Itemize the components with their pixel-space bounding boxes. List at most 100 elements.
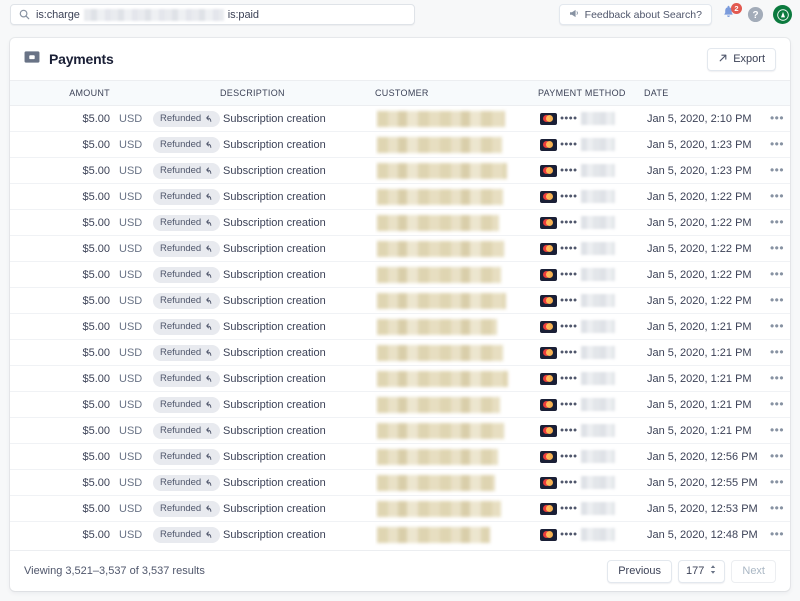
cell-description: Subscription creation — [220, 417, 375, 444]
card-last4-redacted — [580, 372, 615, 385]
table-row[interactable]: $5.00 USD Refunded Subscription creation ••… — [10, 495, 790, 522]
cell-currency: USD — [110, 313, 148, 340]
user-avatar[interactable] — [773, 5, 792, 24]
notifications-button[interactable]: 2 — [721, 3, 742, 24]
table-row[interactable]: $5.00 USD Refunded Subscription creation ••… — [10, 443, 790, 470]
status-badge: Refunded — [153, 396, 220, 413]
cell-amount: $5.00 — [10, 417, 110, 444]
kebab-menu-icon[interactable]: ••• — [769, 371, 785, 385]
kebab-menu-icon[interactable]: ••• — [769, 423, 785, 437]
kebab-menu-icon[interactable]: ••• — [769, 267, 785, 281]
cell-date: Jan 5, 2020, 12:48 PM — [644, 521, 764, 548]
refund-arrow-icon — [206, 478, 212, 486]
table-body: $5.00 USD Refunded Subscription creation ••… — [10, 106, 790, 548]
cell-actions: ••• — [764, 391, 790, 418]
cell-description: Subscription creation — [220, 469, 375, 496]
cell-amount: $5.00 — [10, 183, 110, 210]
cell-currency: USD — [110, 495, 148, 522]
card-dots: •••• — [560, 528, 578, 541]
cell-description: Subscription creation — [220, 235, 375, 262]
customer-redacted — [377, 474, 495, 491]
previous-page-button[interactable]: Previous — [607, 559, 673, 583]
cell-status: Refunded — [148, 235, 220, 262]
cell-status: Refunded — [148, 469, 220, 496]
feedback-about-search-button[interactable]: Feedback about Search? — [558, 4, 712, 25]
status-badge: Refunded — [153, 370, 220, 387]
search-icon — [19, 9, 30, 20]
cell-status: Refunded — [148, 417, 220, 444]
table-row[interactable]: $5.00 USD Refunded Subscription creation ••… — [10, 106, 790, 132]
table-row[interactable]: $5.00 USD Refunded Subscription creation ••… — [10, 313, 790, 340]
table-row[interactable]: $5.00 USD Refunded Subscription creation ••… — [10, 157, 790, 184]
kebab-menu-icon[interactable]: ••• — [769, 293, 785, 307]
card-dots: •••• — [560, 502, 578, 515]
cell-status: Refunded — [148, 443, 220, 470]
cell-status: Refunded — [148, 157, 220, 184]
mastercard-icon — [540, 502, 557, 515]
kebab-menu-icon[interactable]: ••• — [769, 189, 785, 203]
table-header: AMOUNT DESCRIPTION CUSTOMER PAYMENT METH… — [10, 80, 790, 106]
question-mark-icon[interactable]: ? — [747, 6, 764, 23]
cell-currency: USD — [110, 287, 148, 314]
cell-actions: ••• — [764, 443, 790, 470]
cell-status: Refunded — [148, 495, 220, 522]
table-row[interactable]: $5.00 USD Refunded Subscription creation ••… — [10, 183, 790, 210]
search-query-suffix: is:paid — [227, 8, 259, 21]
kebab-menu-icon[interactable]: ••• — [769, 111, 785, 125]
table-row[interactable]: $5.00 USD Refunded Subscription creation ••… — [10, 131, 790, 158]
kebab-menu-icon[interactable]: ••• — [769, 345, 785, 359]
cell-customer — [375, 313, 538, 340]
table-row[interactable]: $5.00 USD Refunded Subscription creation ••… — [10, 339, 790, 366]
cell-currency: USD — [110, 261, 148, 288]
column-header-amount[interactable]: AMOUNT — [10, 80, 110, 106]
cell-description: Subscription creation — [220, 261, 375, 288]
kebab-menu-icon[interactable]: ••• — [769, 449, 785, 463]
table-row[interactable]: $5.00 USD Refunded Subscription creation ••… — [10, 261, 790, 288]
refund-arrow-icon — [206, 296, 212, 304]
table-row[interactable]: $5.00 USD Refunded Subscription creation ••… — [10, 287, 790, 314]
kebab-menu-icon[interactable]: ••• — [769, 163, 785, 177]
kebab-menu-icon[interactable]: ••• — [769, 241, 785, 255]
cell-date: Jan 5, 2020, 1:21 PM — [644, 391, 764, 418]
kebab-menu-icon[interactable]: ••• — [769, 501, 785, 515]
customer-redacted — [377, 214, 499, 231]
refund-arrow-icon — [206, 348, 212, 356]
card-dots: •••• — [560, 424, 578, 437]
page-number-stepper[interactable]: 177 — [678, 559, 726, 583]
kebab-menu-icon[interactable]: ••• — [769, 319, 785, 333]
refund-arrow-icon — [206, 374, 212, 382]
kebab-menu-icon[interactable]: ••• — [769, 215, 785, 229]
table-row[interactable]: $5.00 USD Refunded Subscription creation ••… — [10, 209, 790, 236]
cell-description: Subscription creation — [220, 157, 375, 184]
cell-customer — [375, 365, 538, 392]
cell-customer — [375, 417, 538, 444]
customer-redacted — [377, 370, 508, 387]
table-row[interactable]: $5.00 USD Refunded Subscription creation ••… — [10, 469, 790, 496]
status-badge: Refunded — [153, 526, 220, 543]
card-last4-redacted — [580, 164, 615, 177]
table-row[interactable]: $5.00 USD Refunded Subscription creation ••… — [10, 521, 790, 548]
column-header-description[interactable]: DESCRIPTION — [220, 80, 375, 106]
table-row[interactable]: $5.00 USD Refunded Subscription creation ••… — [10, 235, 790, 262]
kebab-menu-icon[interactable]: ••• — [769, 397, 785, 411]
card-dots: •••• — [560, 268, 578, 281]
refund-arrow-icon — [206, 322, 212, 330]
column-header-payment-method[interactable]: PAYMENT METHOD — [538, 80, 644, 106]
table-row[interactable]: $5.00 USD Refunded Subscription creation ••… — [10, 417, 790, 444]
kebab-menu-icon[interactable]: ••• — [769, 475, 785, 489]
cell-description: Subscription creation — [220, 313, 375, 340]
cell-date: Jan 5, 2020, 12:55 PM — [644, 469, 764, 496]
search-input[interactable]: is:charge is:paid — [10, 4, 415, 25]
search-query: is:charge is:paid — [36, 8, 259, 21]
kebab-menu-icon[interactable]: ••• — [769, 527, 785, 542]
table-row[interactable]: $5.00 USD Refunded Subscription creation ••… — [10, 391, 790, 418]
column-header-customer[interactable]: CUSTOMER — [375, 80, 538, 106]
table-row[interactable]: $5.00 USD Refunded Subscription creation ••… — [10, 365, 790, 392]
cell-actions: ••• — [764, 469, 790, 496]
cell-customer — [375, 209, 538, 236]
column-header-date[interactable]: DATE — [644, 80, 764, 106]
kebab-menu-icon[interactable]: ••• — [769, 137, 785, 151]
cell-amount: $5.00 — [10, 131, 110, 158]
export-button[interactable]: Export — [707, 47, 776, 71]
status-badge: Refunded — [153, 448, 220, 465]
